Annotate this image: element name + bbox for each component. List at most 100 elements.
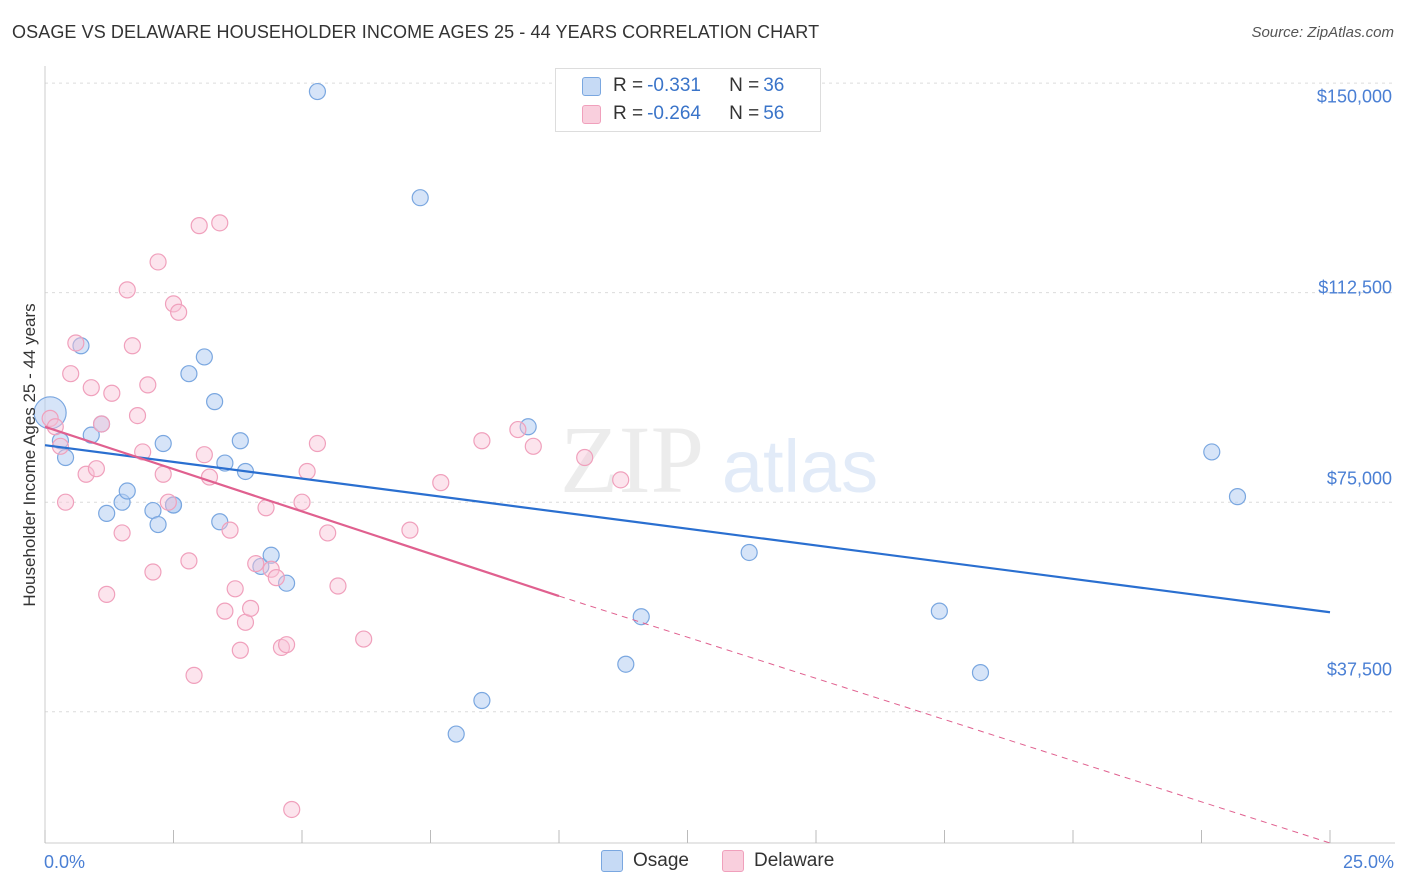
osage-point (164, 496, 183, 514)
osage-point (56, 448, 75, 467)
osage-point (118, 482, 136, 500)
x-tick-label-min: 0.0% (44, 852, 86, 872)
osage-point (519, 418, 537, 436)
delaware-point (242, 599, 260, 617)
osage-point (617, 655, 635, 673)
delaware-point (329, 577, 347, 595)
watermark-atlas: atlas (722, 425, 878, 508)
n-value: 56 (763, 103, 785, 124)
delaware-point (56, 493, 75, 511)
y-tick-label: $37,500 (1326, 659, 1392, 680)
delaware-point (128, 406, 147, 425)
osage-point (180, 365, 198, 383)
delaware-point (190, 217, 208, 235)
legend-row-delaware: R = -0.264 N = 56 (582, 102, 784, 126)
delaware-point (123, 337, 141, 355)
delaware-point (401, 521, 419, 539)
delaware-point (159, 493, 177, 511)
delaware-point (103, 384, 121, 402)
delaware-point (180, 552, 198, 570)
delaware-point (144, 563, 162, 581)
y-tick-label: $75,000 (1326, 468, 1392, 489)
delaware-point (473, 432, 491, 450)
osage-point (195, 348, 213, 366)
delaware-point (308, 434, 327, 453)
legend-item-delaware[interactable]: Delaware (722, 850, 834, 872)
legend-label-osage: Osage (633, 850, 689, 871)
delaware-point (272, 638, 291, 657)
delaware-point (200, 468, 219, 486)
osage-point (1203, 443, 1221, 461)
delaware-point (87, 460, 106, 478)
delaware-point (298, 462, 316, 481)
delaware-point (113, 524, 131, 542)
n-label: N = (729, 75, 760, 96)
delaware-trend-line (44, 425, 560, 598)
delaware-trend-line (558, 595, 1331, 844)
osage-point (252, 557, 270, 576)
delaware-point (524, 437, 542, 455)
axes (44, 66, 1395, 844)
osage-point (98, 504, 116, 522)
delaware-point (41, 409, 59, 427)
delaware-point (283, 800, 301, 819)
osage-point (971, 663, 990, 682)
n-value: 36 (763, 75, 785, 96)
delaware-swatch (722, 850, 744, 872)
osage-point (308, 82, 327, 101)
delaware-point (82, 379, 100, 397)
delaware-point (221, 521, 239, 539)
osage-point (231, 432, 249, 450)
delaware-swatch (582, 104, 601, 124)
delaware-point (267, 569, 285, 587)
osage-point (632, 608, 650, 626)
delaware-point (149, 253, 167, 271)
osage-swatch (601, 850, 623, 872)
legend-label-delaware: Delaware (754, 850, 835, 871)
osage-point (740, 543, 758, 562)
r-label: R = (613, 75, 644, 96)
n-label: N = (729, 103, 760, 124)
delaware-point (195, 446, 213, 464)
osage-point (262, 546, 280, 564)
r-value: -0.264 (647, 103, 701, 124)
osage-point (1228, 488, 1247, 506)
osage-point (447, 725, 465, 743)
source-label: Source: ZipAtlas.com (1251, 24, 1394, 41)
osage-point (277, 574, 296, 592)
watermark-zip: ZIP (560, 406, 704, 513)
osage-point (154, 434, 172, 453)
delaware-point (293, 493, 311, 511)
delaware-point (231, 641, 249, 659)
delaware-point (67, 334, 85, 352)
delaware-point (77, 465, 95, 483)
delaware-point (226, 580, 244, 598)
legend-row-osage: R = -0.331 N = 36 (582, 74, 784, 98)
osage-point (411, 189, 429, 207)
chart-title: OSAGE VS DELAWARE HOUSEHOLDER INCOME AGE… (12, 22, 820, 42)
y-tick-label: $112,500 (1318, 277, 1392, 298)
delaware-point (432, 474, 450, 492)
y-axis-label: Householder Income Ages 25 - 44 years (20, 303, 39, 607)
osage-swatch (582, 76, 601, 96)
delaware-point (576, 448, 594, 467)
delaware-point (62, 365, 80, 383)
osage-point (930, 602, 948, 620)
osage-point (72, 337, 90, 355)
delaware-point (92, 415, 111, 433)
delaware-point (355, 630, 373, 648)
delaware-point (185, 666, 203, 684)
delaware-point (509, 420, 527, 439)
osage-point (473, 691, 491, 710)
r-label: R = (613, 103, 644, 124)
delaware-point (211, 214, 229, 232)
legend-item-osage[interactable]: Osage (601, 850, 689, 872)
delaware-point (164, 295, 183, 313)
delaware-point (139, 376, 157, 394)
x-tick-label-max: 25.0% (1342, 852, 1394, 872)
delaware-point (118, 281, 136, 299)
osage-point (206, 393, 224, 411)
delaware-point (170, 303, 188, 321)
watermark: ZIP atlas (560, 406, 878, 513)
